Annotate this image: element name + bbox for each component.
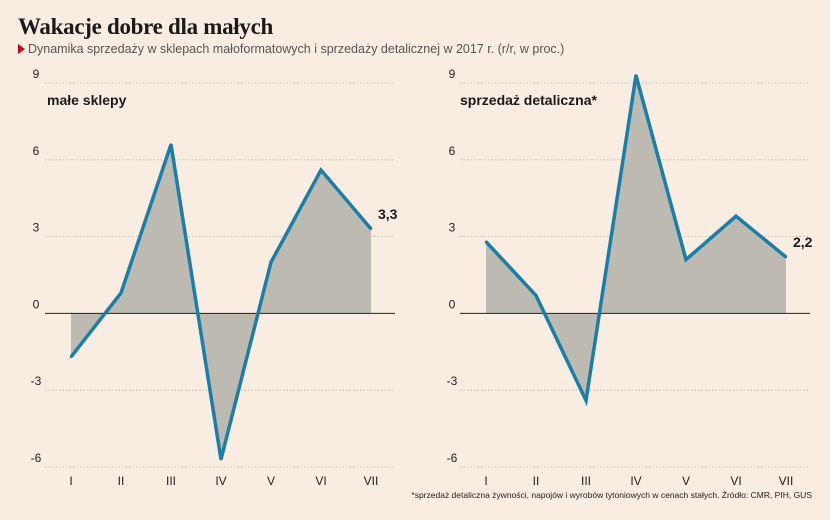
data-point [269,261,273,264]
y-tick-label: -3 [447,374,458,388]
y-tick-label: 3 [33,221,40,235]
data-point [784,255,788,259]
y-tick-label: 0 [449,297,456,311]
chart-subtitle: Dynamika sprzedaży w sklepach małoformat… [18,42,564,56]
chart-title: Wakacje dobre dla małych [18,14,273,39]
x-tick-label: I [69,474,72,488]
data-label: 3,3 [378,206,398,222]
x-tick-label: VII [779,474,794,488]
data-label: 2,2 [793,234,813,250]
y-tick-label: -3 [31,374,42,388]
data-point [119,291,123,295]
data-point [634,74,638,77]
y-tick-label: 3 [449,221,456,235]
x-tick-label: III [166,474,176,488]
data-point [169,143,173,146]
x-tick-label: IV [215,474,226,488]
data-point [584,399,588,402]
x-tick-label: III [581,474,591,488]
y-tick-label: 6 [449,144,456,158]
panel-title: małe sklepy [47,92,127,108]
y-tick-label: 6 [33,144,40,158]
data-point [534,294,538,297]
red-triangle-icon [18,44,25,54]
data-point [69,355,73,359]
data-point [319,168,323,172]
y-tick-label: 0 [33,297,40,311]
x-tick-label: V [682,474,690,488]
x-tick-label: II [118,474,125,488]
footnote: *sprzedaż detaliczna żywności, napojów i… [411,490,812,500]
x-tick-label: V [267,474,275,488]
y-tick-label: -6 [31,451,42,465]
data-point [484,240,488,243]
y-tick-label: 9 [449,67,456,81]
data-point [219,458,223,461]
data-point [734,214,738,218]
panel-title: sprzedaż detaliczna* [460,92,597,108]
x-tick-label: VI [730,474,741,488]
series-area [486,75,786,401]
y-tick-label: -6 [447,451,458,465]
subtitle-text: Dynamika sprzedaży w sklepach małoformat… [28,42,565,56]
data-point [684,258,688,261]
y-tick-label: 9 [33,67,40,81]
x-tick-label: IV [630,474,641,488]
x-tick-label: VI [315,474,326,488]
x-tick-label: II [533,474,540,488]
x-tick-label: I [484,474,487,488]
data-point [369,227,373,231]
x-tick-label: VII [364,474,379,488]
